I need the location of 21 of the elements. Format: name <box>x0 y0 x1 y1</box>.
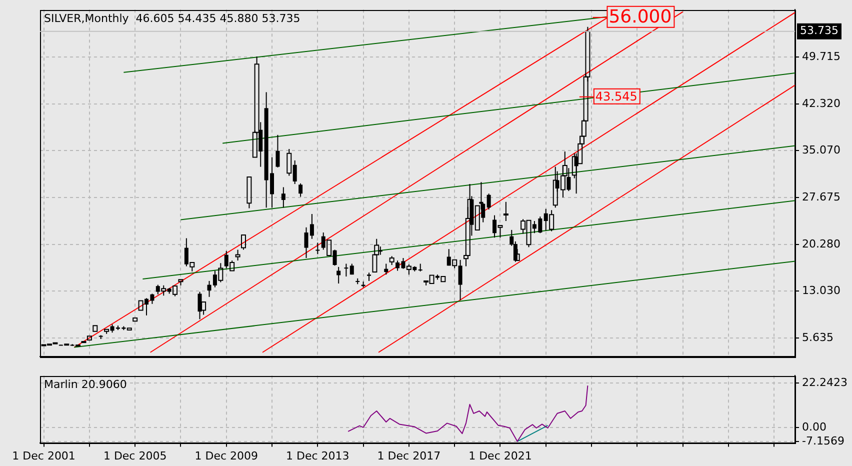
y-tick-label: 0.00 <box>802 420 826 434</box>
chart-title: SILVER,Monthly 46.605 54.435 45.880 53.735 <box>44 12 300 25</box>
y-tick-label: 20.280 <box>802 238 840 251</box>
x-tick-label: 1 Dec 2001 <box>12 449 76 462</box>
x-tick-label: 1 Dec 2017 <box>377 449 441 462</box>
x-tick-label: 1 Dec 2009 <box>194 449 258 462</box>
y-tick-label: 13.030 <box>802 284 840 297</box>
y-tick-label: 22.2423 <box>802 376 848 389</box>
x-tick-label: 1 Dec 2005 <box>103 449 167 462</box>
x-tick-label: 1 Dec 2013 <box>286 449 350 462</box>
x-tick-label: 1 Dec 2021 <box>468 449 532 462</box>
ref-line-label: 53.735 <box>800 24 838 38</box>
y-tick-label: 49.715 <box>802 50 840 63</box>
y-tick-label: -7.1569 <box>802 434 844 448</box>
y-tick-label: 27.675 <box>802 190 840 204</box>
y-tick-label: 35.070 <box>802 143 840 156</box>
chart-title: Marlin 20.9060 <box>44 378 127 391</box>
annotation: 43.545 <box>595 89 638 104</box>
annotation: 56.000 <box>608 6 672 28</box>
y-tick-label: 5.635 <box>802 330 834 344</box>
y-tick-label: 42.320 <box>802 97 840 110</box>
